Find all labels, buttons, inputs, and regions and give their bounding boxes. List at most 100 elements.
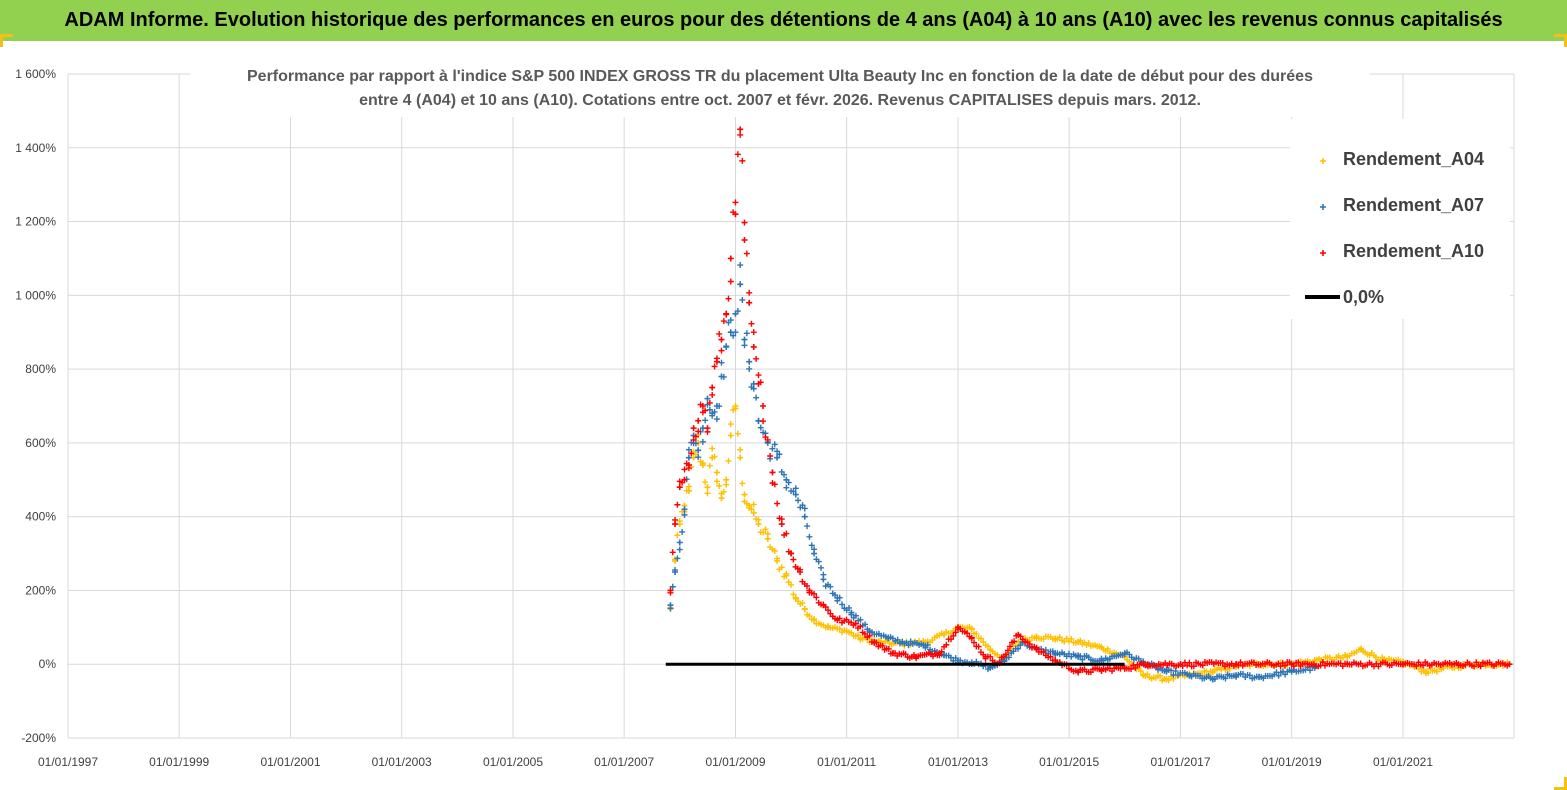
data-point [755,521,762,528]
data-point [681,476,688,483]
data-point [954,624,961,631]
data-point [1277,663,1284,670]
data-point [1246,672,1253,679]
data-point [713,478,720,485]
data-point [834,616,841,623]
data-point [905,642,912,649]
data-point [790,488,797,495]
data-point [739,157,746,164]
data-point [750,509,757,516]
data-point [792,594,799,601]
data-point [732,199,739,206]
data-point [1098,657,1105,664]
chart-title-line: entre 4 (A04) et 10 ans (A10). Cotations… [359,92,1201,109]
data-point [804,523,811,530]
data-point [861,630,868,637]
data-point [732,211,739,218]
data-point [704,425,711,432]
data-point [713,416,720,423]
data-point [713,403,720,409]
data-point [725,457,732,464]
data-point [1137,668,1144,675]
data-point [968,626,975,633]
data-point [813,594,820,601]
data-point [790,556,797,563]
x-tick-label: 01/01/2007 [594,755,654,769]
data-point [852,620,859,627]
data-point [943,641,950,648]
y-tick-label: 1 000% [15,288,56,302]
data-point [1068,635,1075,642]
data-point [769,445,776,452]
data-point [862,621,869,628]
data-point [741,491,748,498]
data-point [1455,661,1462,668]
data-point [1104,645,1111,652]
data-point [1256,674,1263,681]
data-point [846,604,853,611]
data-point [755,372,762,379]
data-point [811,550,818,557]
data-point [971,639,978,646]
y-tick-label: 0% [39,657,57,671]
data-point [669,583,676,590]
data-point [702,417,709,424]
data-point [774,454,781,461]
data-point [776,451,783,458]
data-point [799,600,806,607]
x-tick-label: 01/01/2009 [705,755,765,769]
data-point [899,639,906,646]
data-point [769,469,776,476]
data-point [825,607,832,614]
series-layer [665,126,1513,684]
data-point [818,564,825,571]
data-point [1075,653,1082,660]
data-point [778,521,785,528]
data-point [913,653,920,660]
y-tick-label: 1 200% [15,215,56,229]
y-axis-ticks: -200% 0% 200% 400% 600% 800% 1 000% 1 200% 1 400… [15,67,56,745]
data-point [743,330,750,337]
corner-marker-top-right [1554,34,1567,47]
data-point [746,299,753,306]
data-point [1011,638,1018,645]
x-tick-label: 01/01/2001 [260,755,320,769]
data-point [755,380,762,387]
data-point [973,630,980,637]
data-point [857,635,864,642]
data-point [681,466,688,473]
data-point [1177,661,1184,668]
data-point [788,550,795,557]
data-point [1233,661,1240,668]
data-point [690,436,697,443]
data-point [713,469,720,476]
x-axis-ticks: 01/01/1997 01/01/1999 01/01/2001 01/01/2003… [38,755,1433,769]
data-point [699,403,706,409]
data-point [720,488,727,495]
data-point [716,482,723,489]
y-tick-label: 800% [25,362,56,376]
data-point [836,625,843,632]
data-point [857,623,864,630]
data-point [1233,672,1240,679]
data-point [1506,661,1513,668]
x-tick-label: 01/01/2011 [817,755,876,769]
data-point [1358,646,1365,653]
data-point [760,418,767,425]
data-point [706,462,713,469]
data-point [1219,659,1226,666]
data-point [1186,672,1193,679]
data-point [1075,668,1082,675]
data-point [1121,650,1128,657]
data-point [1140,672,1147,679]
data-point [980,639,987,646]
data-point [771,547,778,554]
data-point [808,542,815,549]
data-point [674,532,681,539]
data-point [672,569,679,575]
data-point [699,462,706,469]
series-rendement-a10 [667,126,1513,676]
data-point [704,484,711,491]
data-point [778,564,785,571]
data-point [834,594,841,601]
